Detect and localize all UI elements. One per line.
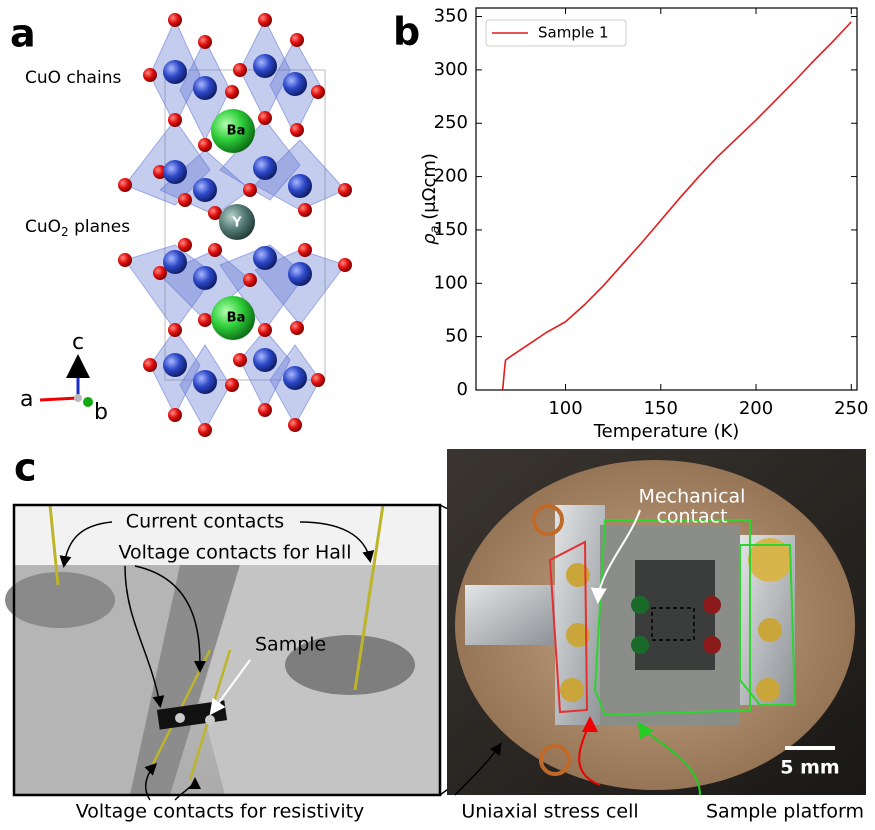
annotation: Mechanical [639, 486, 746, 508]
y-axis-label: ρa (μΩcm) [419, 153, 443, 245]
panel-label: c [14, 446, 37, 490]
atom-label: Y [231, 216, 242, 231]
x-tick-label: 250 [834, 398, 868, 419]
annotation: Voltage contacts for Hall [118, 542, 351, 564]
axis-triad [40, 360, 93, 407]
legend-label: Sample 1 [538, 24, 609, 42]
scale-bar-label: 5 mm [780, 757, 839, 779]
y-tick-label: 50 [445, 326, 468, 347]
y-tick-label: 0 [457, 379, 468, 400]
annotation: Voltage contacts for resistivity [76, 801, 365, 823]
atom-label: Ba [227, 311, 246, 326]
y-tick-label: 350 [434, 6, 468, 27]
y-axis-label-part: ρ [419, 233, 440, 245]
axis-label: a [20, 387, 33, 412]
panel-label: b [393, 10, 420, 54]
x-tick-label: 100 [548, 398, 582, 419]
y-tick-label: 300 [434, 59, 468, 80]
y-axis-label-part: (μΩcm) [419, 153, 440, 225]
data-line [503, 22, 852, 390]
annotation: CuO2 planes [25, 217, 130, 239]
annotation: Sample [255, 634, 326, 656]
panel-label: a [10, 12, 36, 56]
y-tick-label: 100 [434, 272, 468, 293]
x-tick-label: 150 [644, 398, 678, 419]
x-axis-label: Temperature (K) [593, 421, 740, 442]
plot-frame [476, 8, 857, 390]
crystal-structure: Ba Y Ba [118, 13, 352, 437]
atom-label: Ba [227, 124, 246, 139]
y-tick-label: 250 [434, 112, 468, 133]
figure: Ba Y Ba a CuO chains CuO2 planes c a b b… [0, 0, 875, 830]
annotation: Uniaxial stress cell [461, 801, 638, 823]
annotation: contact [656, 506, 727, 528]
x-tick-label: 200 [739, 398, 773, 419]
y-axis-label-part: a [428, 225, 443, 233]
annotation: CuO chains [25, 68, 121, 88]
annotation: Sample platform [706, 801, 864, 823]
axis-label: c [72, 330, 84, 355]
annotation: Current contacts [126, 511, 284, 533]
axis-label: b [94, 400, 108, 425]
